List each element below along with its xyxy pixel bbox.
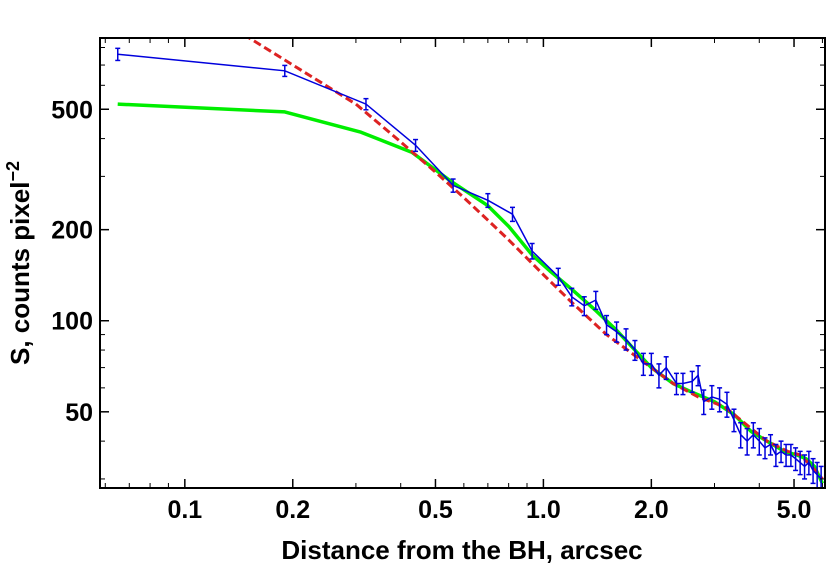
x-tick-label: 0.1 <box>167 496 202 524</box>
data-point <box>783 443 789 468</box>
y-tick-label: 50 <box>65 399 93 427</box>
data-point <box>623 328 629 351</box>
data-point <box>555 267 561 287</box>
data-point <box>778 440 784 464</box>
data-point <box>363 97 369 111</box>
data-point <box>680 372 686 396</box>
y-axis-title: S, counts pixel−2 <box>3 161 35 365</box>
data-point <box>802 454 808 480</box>
data-point <box>663 356 669 381</box>
data-point <box>793 447 799 472</box>
data-point <box>689 370 695 394</box>
plot-frame <box>99 37 826 489</box>
data-point <box>788 443 794 468</box>
blue-data-line <box>117 53 822 480</box>
y-tick-label: 200 <box>51 217 93 245</box>
tick-layer: 0.1 0.2 0.5 1.0 2.0 5.0 50 100 200 500 <box>51 38 825 524</box>
data-point <box>604 314 610 336</box>
green-model-line <box>117 102 824 485</box>
data-point <box>756 427 762 456</box>
data-point <box>640 352 646 377</box>
data-point <box>701 389 707 416</box>
y-tick-label: 500 <box>51 96 93 124</box>
data-point <box>529 242 535 260</box>
x-tick-label: 2.0 <box>634 496 669 524</box>
data-point <box>724 391 730 418</box>
data-point <box>810 457 816 485</box>
y-axis-title-superscript: −2 <box>3 161 23 182</box>
x-tick-label: 1.0 <box>526 496 561 524</box>
data-point <box>814 461 820 488</box>
data-point <box>485 192 491 209</box>
x-axis-title: Distance from the BH, arcsec <box>281 535 642 565</box>
data-point <box>632 339 638 362</box>
data-point <box>282 64 288 78</box>
x-tick-label: 0.2 <box>275 496 310 524</box>
data-point <box>509 206 515 223</box>
data-point <box>738 422 744 449</box>
data-point <box>717 387 723 413</box>
data-point <box>656 363 662 389</box>
data-point <box>762 437 768 460</box>
data-point <box>773 443 779 468</box>
data-point <box>818 465 824 488</box>
data-point <box>673 372 679 396</box>
data-point <box>593 290 599 311</box>
series-layer <box>115 38 824 488</box>
data-point <box>768 433 774 456</box>
data-point <box>750 422 756 449</box>
y-axis-title-main: S, counts pixel <box>5 182 35 366</box>
data-point <box>614 321 620 343</box>
data-point <box>797 450 803 476</box>
data-point <box>731 408 737 433</box>
data-point <box>581 296 587 317</box>
data-point <box>648 352 654 377</box>
red-dashed-line <box>246 38 824 480</box>
data-point <box>695 364 701 387</box>
x-tick-label: 5.0 <box>777 496 812 524</box>
data-point <box>569 287 575 307</box>
data-point <box>744 427 750 456</box>
data-point <box>115 47 121 62</box>
data-point <box>806 450 812 476</box>
x-tick-label: 0.5 <box>418 496 453 524</box>
y-tick-label: 100 <box>51 308 93 336</box>
data-point <box>413 138 419 153</box>
data-point <box>450 178 456 193</box>
data-point <box>709 384 715 410</box>
